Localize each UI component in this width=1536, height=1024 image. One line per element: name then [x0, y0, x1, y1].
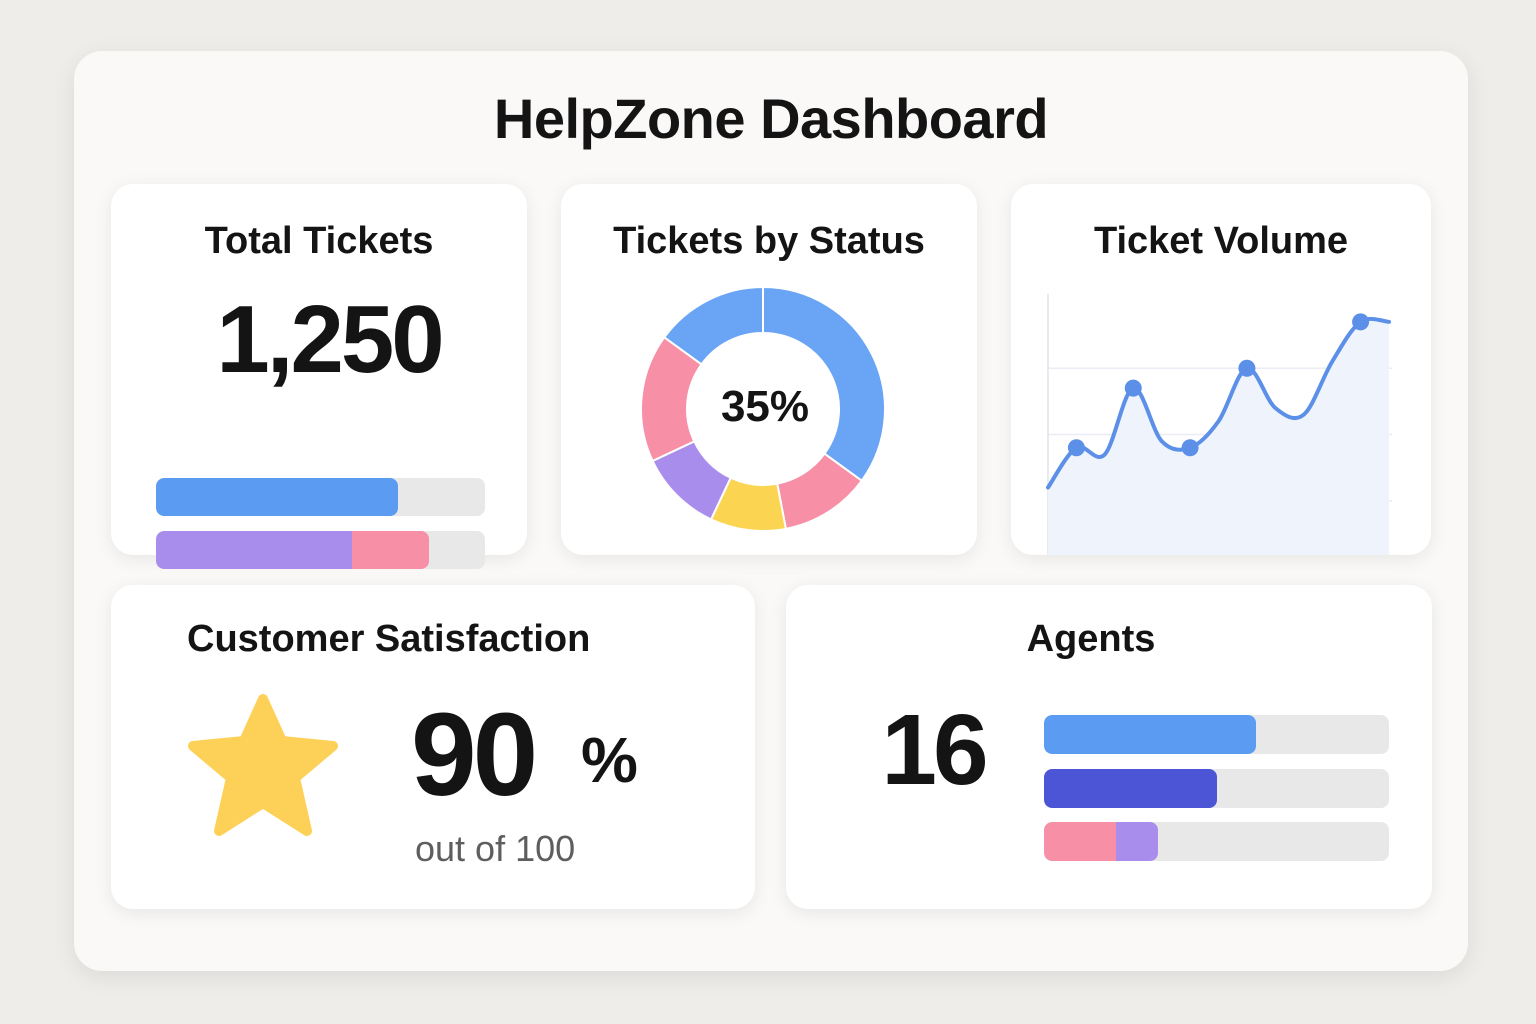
donut-slice[interactable] [662, 285, 764, 366]
area-fill [1048, 318, 1389, 555]
ticket-volume-chart [1046, 294, 1392, 555]
bar-fill-segment [156, 478, 398, 516]
total-tickets-bar-2 [156, 531, 485, 569]
page-title: HelpZone Dashboard [493, 87, 1049, 150]
satisfaction-subtext: out of 100 [415, 828, 576, 869]
data-point [1238, 359, 1256, 377]
bar-fill-segment [351, 531, 430, 569]
satisfaction-value: 90 [411, 689, 538, 821]
agents-count: 16 [881, 694, 988, 806]
total-tickets-value: 1,250 [216, 286, 444, 393]
bar-fill-segment [1044, 769, 1217, 808]
agents-title: Agents [1026, 618, 1156, 660]
star-icon [188, 694, 338, 836]
bar-fill-segment [1044, 715, 1257, 754]
tickets-by-status-title: Tickets by Status [613, 220, 925, 262]
data-point [1352, 313, 1370, 331]
total-tickets-card[interactable]: Total Tickets 1,250 [111, 184, 527, 569]
data-point [1067, 439, 1085, 457]
customer-satisfaction-title: Customer Satisfaction [187, 618, 591, 660]
bar-fill-segment [1116, 822, 1158, 861]
total-tickets-title: Total Tickets [204, 220, 434, 262]
data-point [1124, 379, 1142, 397]
bar-fill-segment [1044, 822, 1117, 861]
tickets-by-status-card[interactable]: Tickets by Status 35% [561, 184, 977, 555]
ticket-volume-title: Ticket Volume [1093, 220, 1349, 262]
agents-card[interactable]: Agents 16 [786, 585, 1432, 909]
bar-fill-segment [156, 531, 352, 569]
dashboard-panel: HelpZone Dashboard Total Tickets 1,250 T… [74, 51, 1468, 971]
agents-bar-2 [1044, 769, 1389, 808]
ticket-volume-card[interactable]: Ticket Volume [1011, 184, 1431, 555]
total-tickets-bar-1 [156, 478, 485, 516]
donut-slice[interactable] [762, 285, 886, 483]
volume-line [1046, 316, 1391, 490]
data-point [1181, 439, 1199, 457]
status-donut-chart [640, 285, 886, 532]
agents-bar-1 [1044, 715, 1389, 754]
agents-bar-3 [1044, 822, 1389, 861]
customer-satisfaction-card[interactable]: Customer Satisfaction 90 % out of 100 [111, 585, 755, 909]
donut-center-label: 35% [720, 382, 810, 431]
satisfaction-percent-sign: % [581, 724, 638, 796]
